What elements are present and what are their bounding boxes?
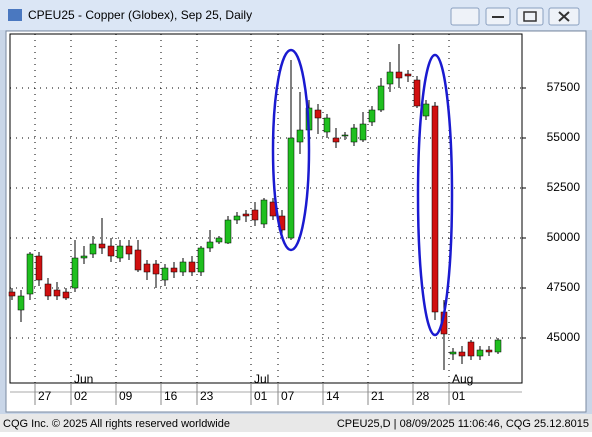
x-tick-label: 01 [452,389,466,403]
candle-body [314,109,322,119]
candle-body [494,339,502,353]
y-tick-label: 50000 [547,230,581,244]
x-tick-label: 28 [416,389,430,403]
candle-body [476,349,484,357]
candle-body [125,245,133,255]
candle-body [215,237,223,243]
candle-body [89,243,97,255]
candle-body [359,123,367,141]
maximize-button[interactable] [516,7,544,26]
candle-body [161,267,169,281]
candle-body [197,247,205,273]
month-label: Jun [74,372,93,386]
candle-body [251,209,259,221]
candle-body [80,255,88,259]
candle-body [485,349,493,353]
link-button[interactable] [450,7,480,26]
candle-body [143,263,151,273]
candle-body [152,263,160,275]
x-tick-label: 02 [74,389,88,403]
candle-body [242,213,250,217]
candle-body [116,245,124,259]
annotation-ellipse [271,48,311,252]
x-tick-label: 14 [326,389,340,403]
candle-body [296,129,304,143]
app-icon [8,9,22,21]
candle-body [62,291,70,299]
footer-right: CPEU25,D | 08/09/2025 11:06:46, CQG 25.1… [337,418,589,430]
candle-body [377,85,385,111]
x-tick-label: 27 [38,389,52,403]
y-tick-label: 55000 [547,130,581,144]
maximize-icon [523,11,537,22]
candle-body [449,351,457,355]
candle-body [179,261,187,273]
candle-body [98,243,106,249]
candle-body [395,71,403,79]
candle-body [71,257,79,289]
month-label: Aug [452,372,473,386]
candle-body [8,291,16,297]
footer-left: CQG Inc. © 2025 All rights reserved worl… [3,418,230,430]
y-tick-label: 45000 [547,330,581,344]
candle-body [332,137,340,143]
x-tick-label: 09 [119,389,133,403]
candle-body [350,127,358,143]
candle-body [458,351,466,357]
candle-body [404,73,412,77]
candle-body [467,341,475,357]
candle-body [17,295,25,311]
x-tick-label: 23 [200,389,214,403]
candle-body [170,267,178,273]
candle-body [35,255,43,281]
candle-body [233,215,241,221]
candle-body [431,105,439,313]
candle-body [44,283,52,297]
x-tick-label: 16 [164,389,178,403]
candle-body [107,245,115,257]
candle-body [134,249,142,271]
x-tick-label: 01 [254,389,268,403]
x-tick-label: 21 [371,389,385,403]
candle-body [323,117,331,133]
candle-body [53,289,61,297]
y-tick-label: 57500 [547,80,581,94]
candle-body [26,253,34,295]
candle-body [413,79,421,107]
candle-body [287,137,295,239]
month-label: Jul [254,372,269,386]
candle-body [206,241,214,249]
candle-body [188,261,196,273]
candle-body [368,109,376,123]
y-tick-label: 47500 [547,280,581,294]
annotation-ellipse [416,53,454,337]
candle-body [224,219,232,244]
window-title: CPEU25 - Copper (Globex), Sep 25, Daily [28,8,252,22]
status-bar [0,414,592,432]
candle-body [341,134,349,137]
candle-body [386,71,394,85]
candle-body [260,199,268,225]
y-tick-label: 52500 [547,180,581,194]
close-icon [558,11,570,22]
candle-body [422,103,430,117]
x-tick-label: 07 [281,389,295,403]
